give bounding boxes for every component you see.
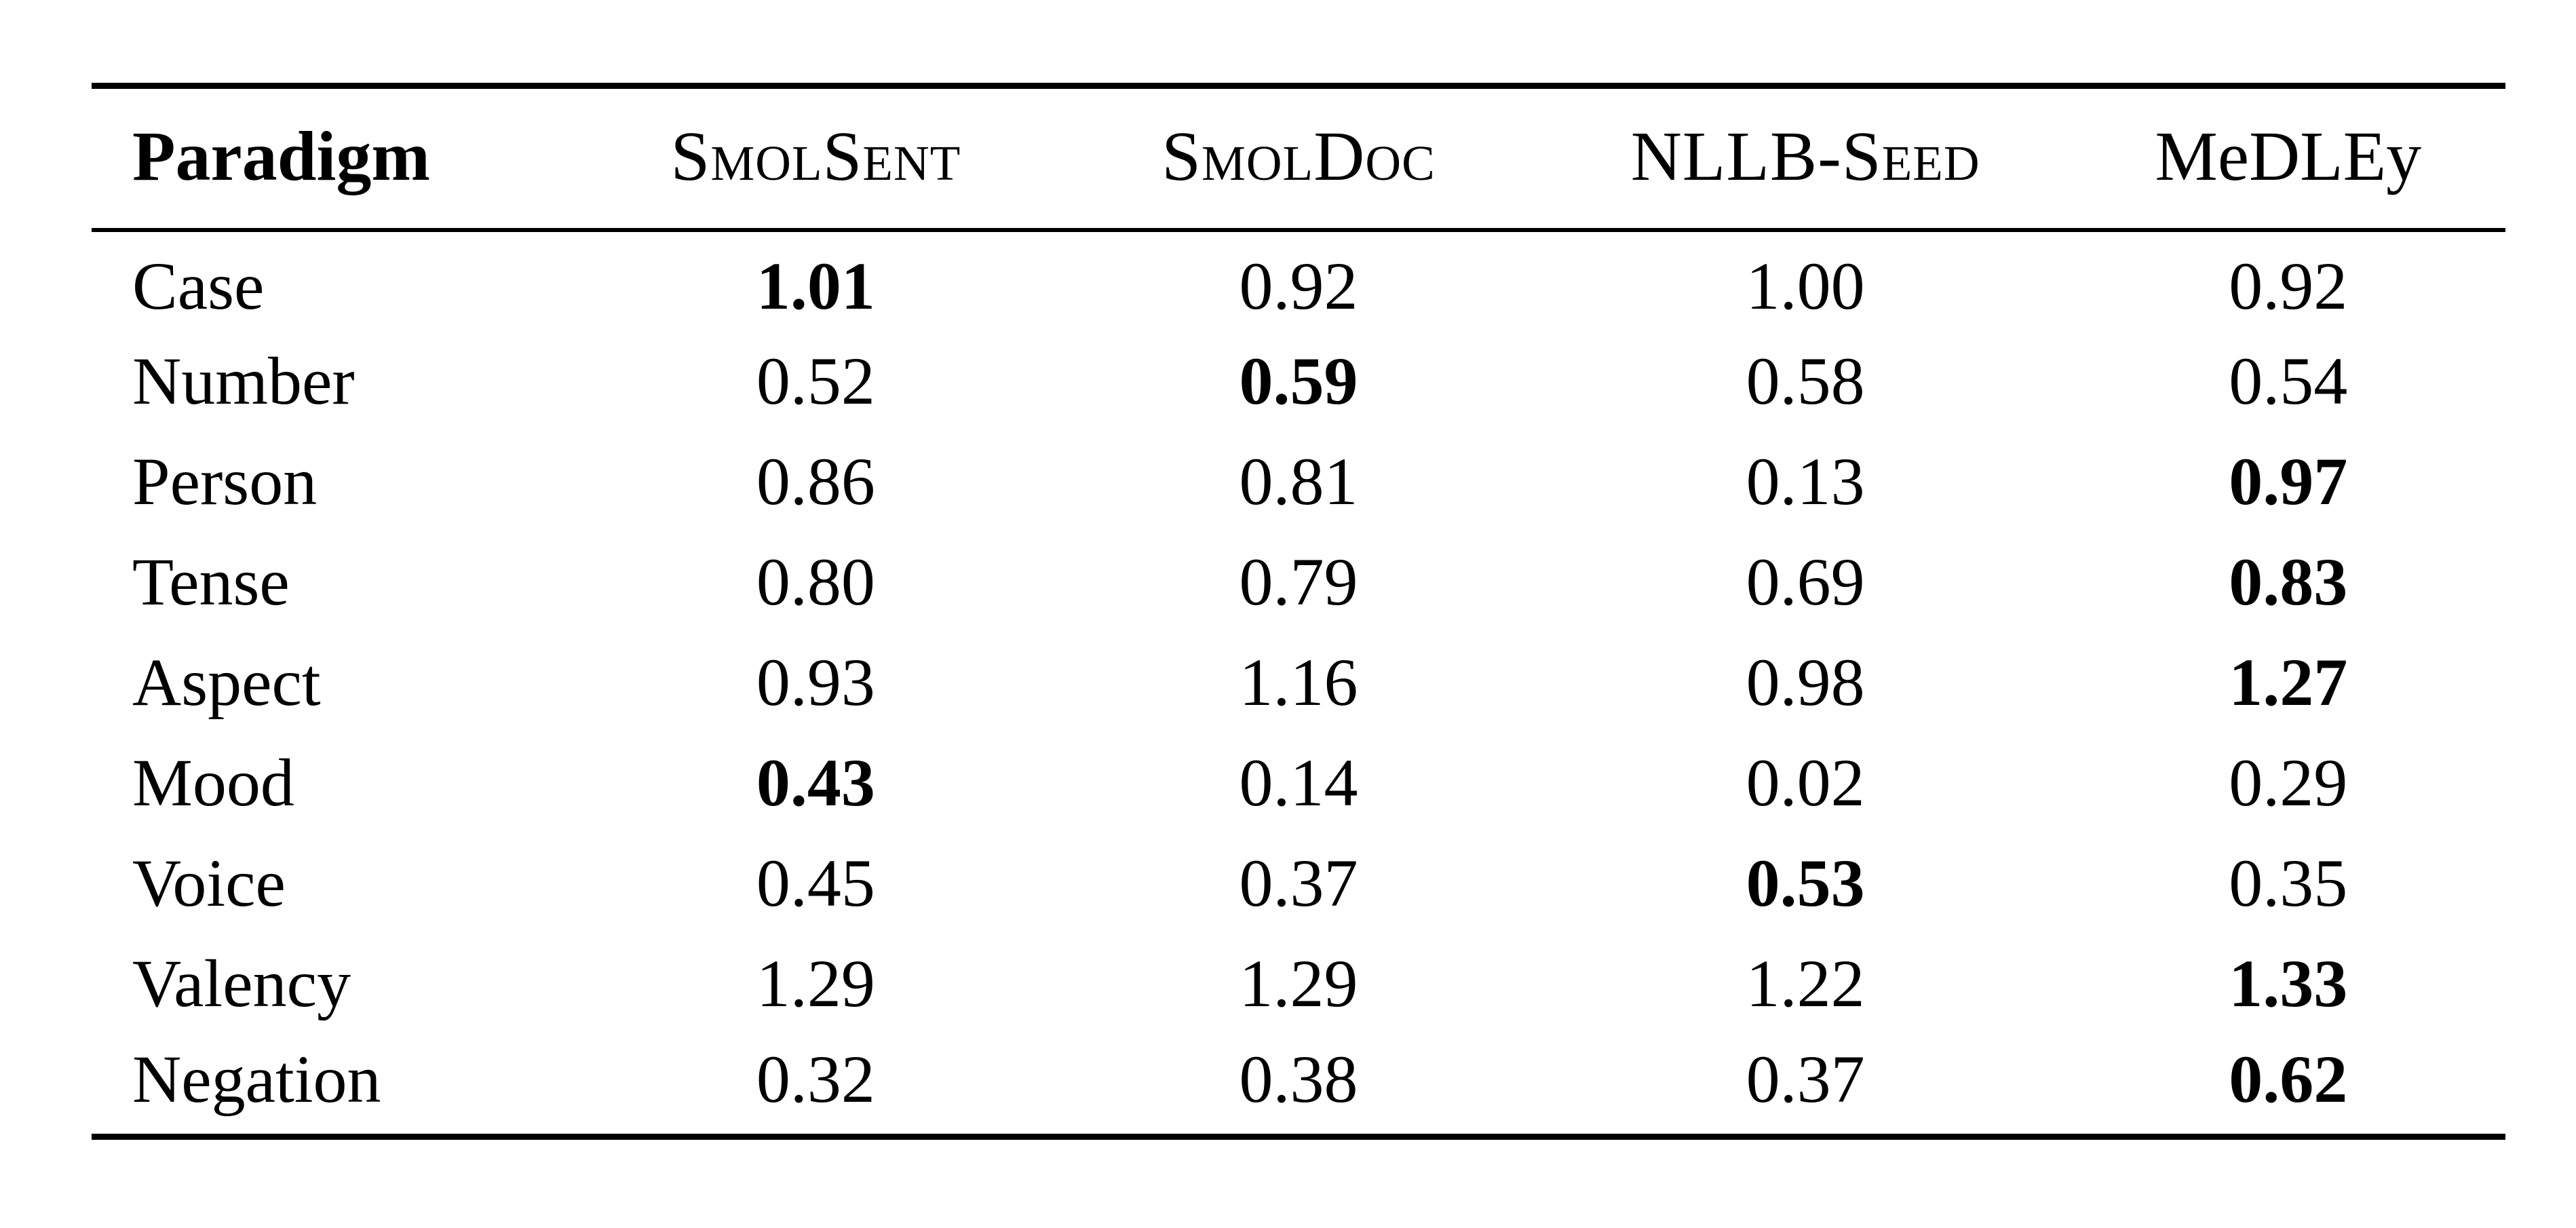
value-cell: 0.38 <box>1239 1041 1358 1117</box>
paradigm-cell: Tense <box>132 543 290 619</box>
paradigm-cell: Voice <box>132 845 286 921</box>
value-cell-best: 0.83 <box>2229 543 2348 619</box>
paradigm-cell: Number <box>132 343 355 419</box>
table-row: Number 0.52 0.59 0.58 0.54 <box>92 330 2505 431</box>
value-cell: 1.29 <box>756 945 875 1021</box>
paradigm-scores-table: Paradigm SmolSent SmolDoc NLLB-Seed MeDL… <box>92 89 2505 1134</box>
value-cell: 0.14 <box>1239 744 1358 820</box>
paradigm-cell: Negation <box>132 1041 381 1117</box>
value-cell-best: 0.43 <box>756 744 875 820</box>
value-cell: 0.93 <box>756 644 875 720</box>
value-cell-best: 1.01 <box>756 248 875 324</box>
value-cell: 0.32 <box>756 1041 875 1117</box>
value-cell: 1.29 <box>1239 945 1358 1021</box>
value-cell-best: 0.53 <box>1746 845 1865 921</box>
table-row: Negation 0.32 0.38 0.37 0.62 <box>92 1033 2505 1134</box>
value-cell-best: 0.62 <box>2229 1041 2348 1117</box>
value-cell: 1.16 <box>1239 644 1358 720</box>
value-cell: 0.29 <box>2229 744 2348 820</box>
value-cell: 0.58 <box>1746 343 1865 419</box>
table-row: Voice 0.45 0.37 0.53 0.35 <box>92 832 2505 933</box>
value-cell: 0.37 <box>1746 1041 1865 1117</box>
table-body: Case 1.01 0.92 1.00 0.92 Number 0.52 0.59 0.58 0.… <box>92 230 2505 1134</box>
value-cell: 0.92 <box>1239 248 1358 324</box>
header-nllb-seed: NLLB-Seed <box>1539 89 2071 232</box>
paradigm-cell: Case <box>132 248 265 324</box>
value-cell-best: 0.97 <box>2229 443 2348 519</box>
value-cell: 0.35 <box>2229 845 2348 921</box>
table-row: Valency 1.29 1.29 1.22 1.33 <box>92 933 2505 1033</box>
table-header: Paradigm SmolSent SmolDoc NLLB-Seed MeDL… <box>92 89 2505 232</box>
value-cell: 1.22 <box>1746 945 1865 1021</box>
table-row: Mood 0.43 0.14 0.02 0.29 <box>92 732 2505 832</box>
paradigm-cell: Valency <box>132 945 351 1021</box>
table-row: Person 0.86 0.81 0.13 0.97 <box>92 431 2505 531</box>
value-cell: 0.52 <box>756 343 875 419</box>
table-row: Case 1.01 0.92 1.00 0.92 <box>92 230 2505 330</box>
table-row: Aspect 0.93 1.16 0.98 1.27 <box>92 632 2505 732</box>
value-cell-best: 1.33 <box>2229 945 2348 1021</box>
header-smolsent: SmolSent <box>574 89 1058 232</box>
paradigm-cell: Aspect <box>132 644 321 720</box>
value-cell: 0.92 <box>2229 248 2348 324</box>
table-row: Tense 0.80 0.79 0.69 0.83 <box>92 531 2505 632</box>
value-cell: 1.00 <box>1746 248 1865 324</box>
paradigm-cell: Mood <box>132 744 294 820</box>
results-table: Paradigm SmolSent SmolDoc NLLB-Seed MeDL… <box>92 83 2505 1140</box>
header-smoldoc: SmolDoc <box>1057 89 1540 232</box>
value-cell: 0.79 <box>1239 543 1358 619</box>
value-cell: 0.80 <box>756 543 875 619</box>
value-cell-best: 1.27 <box>2229 644 2348 720</box>
value-cell: 0.86 <box>756 443 875 519</box>
header-row: Paradigm SmolSent SmolDoc NLLB-Seed MeDL… <box>92 89 2505 232</box>
value-cell: 0.13 <box>1746 443 1865 519</box>
header-paradigm: Paradigm <box>92 89 575 232</box>
value-cell-best: 0.59 <box>1239 343 1358 419</box>
value-cell: 0.69 <box>1746 543 1865 619</box>
value-cell: 0.54 <box>2229 343 2348 419</box>
value-cell: 0.02 <box>1746 744 1865 820</box>
value-cell: 0.37 <box>1239 845 1358 921</box>
value-cell: 0.45 <box>756 845 875 921</box>
value-cell: 0.98 <box>1746 644 1865 720</box>
value-cell: 0.81 <box>1239 443 1358 519</box>
paradigm-cell: Person <box>132 443 318 519</box>
header-medley: MeDLEy <box>2071 89 2505 232</box>
